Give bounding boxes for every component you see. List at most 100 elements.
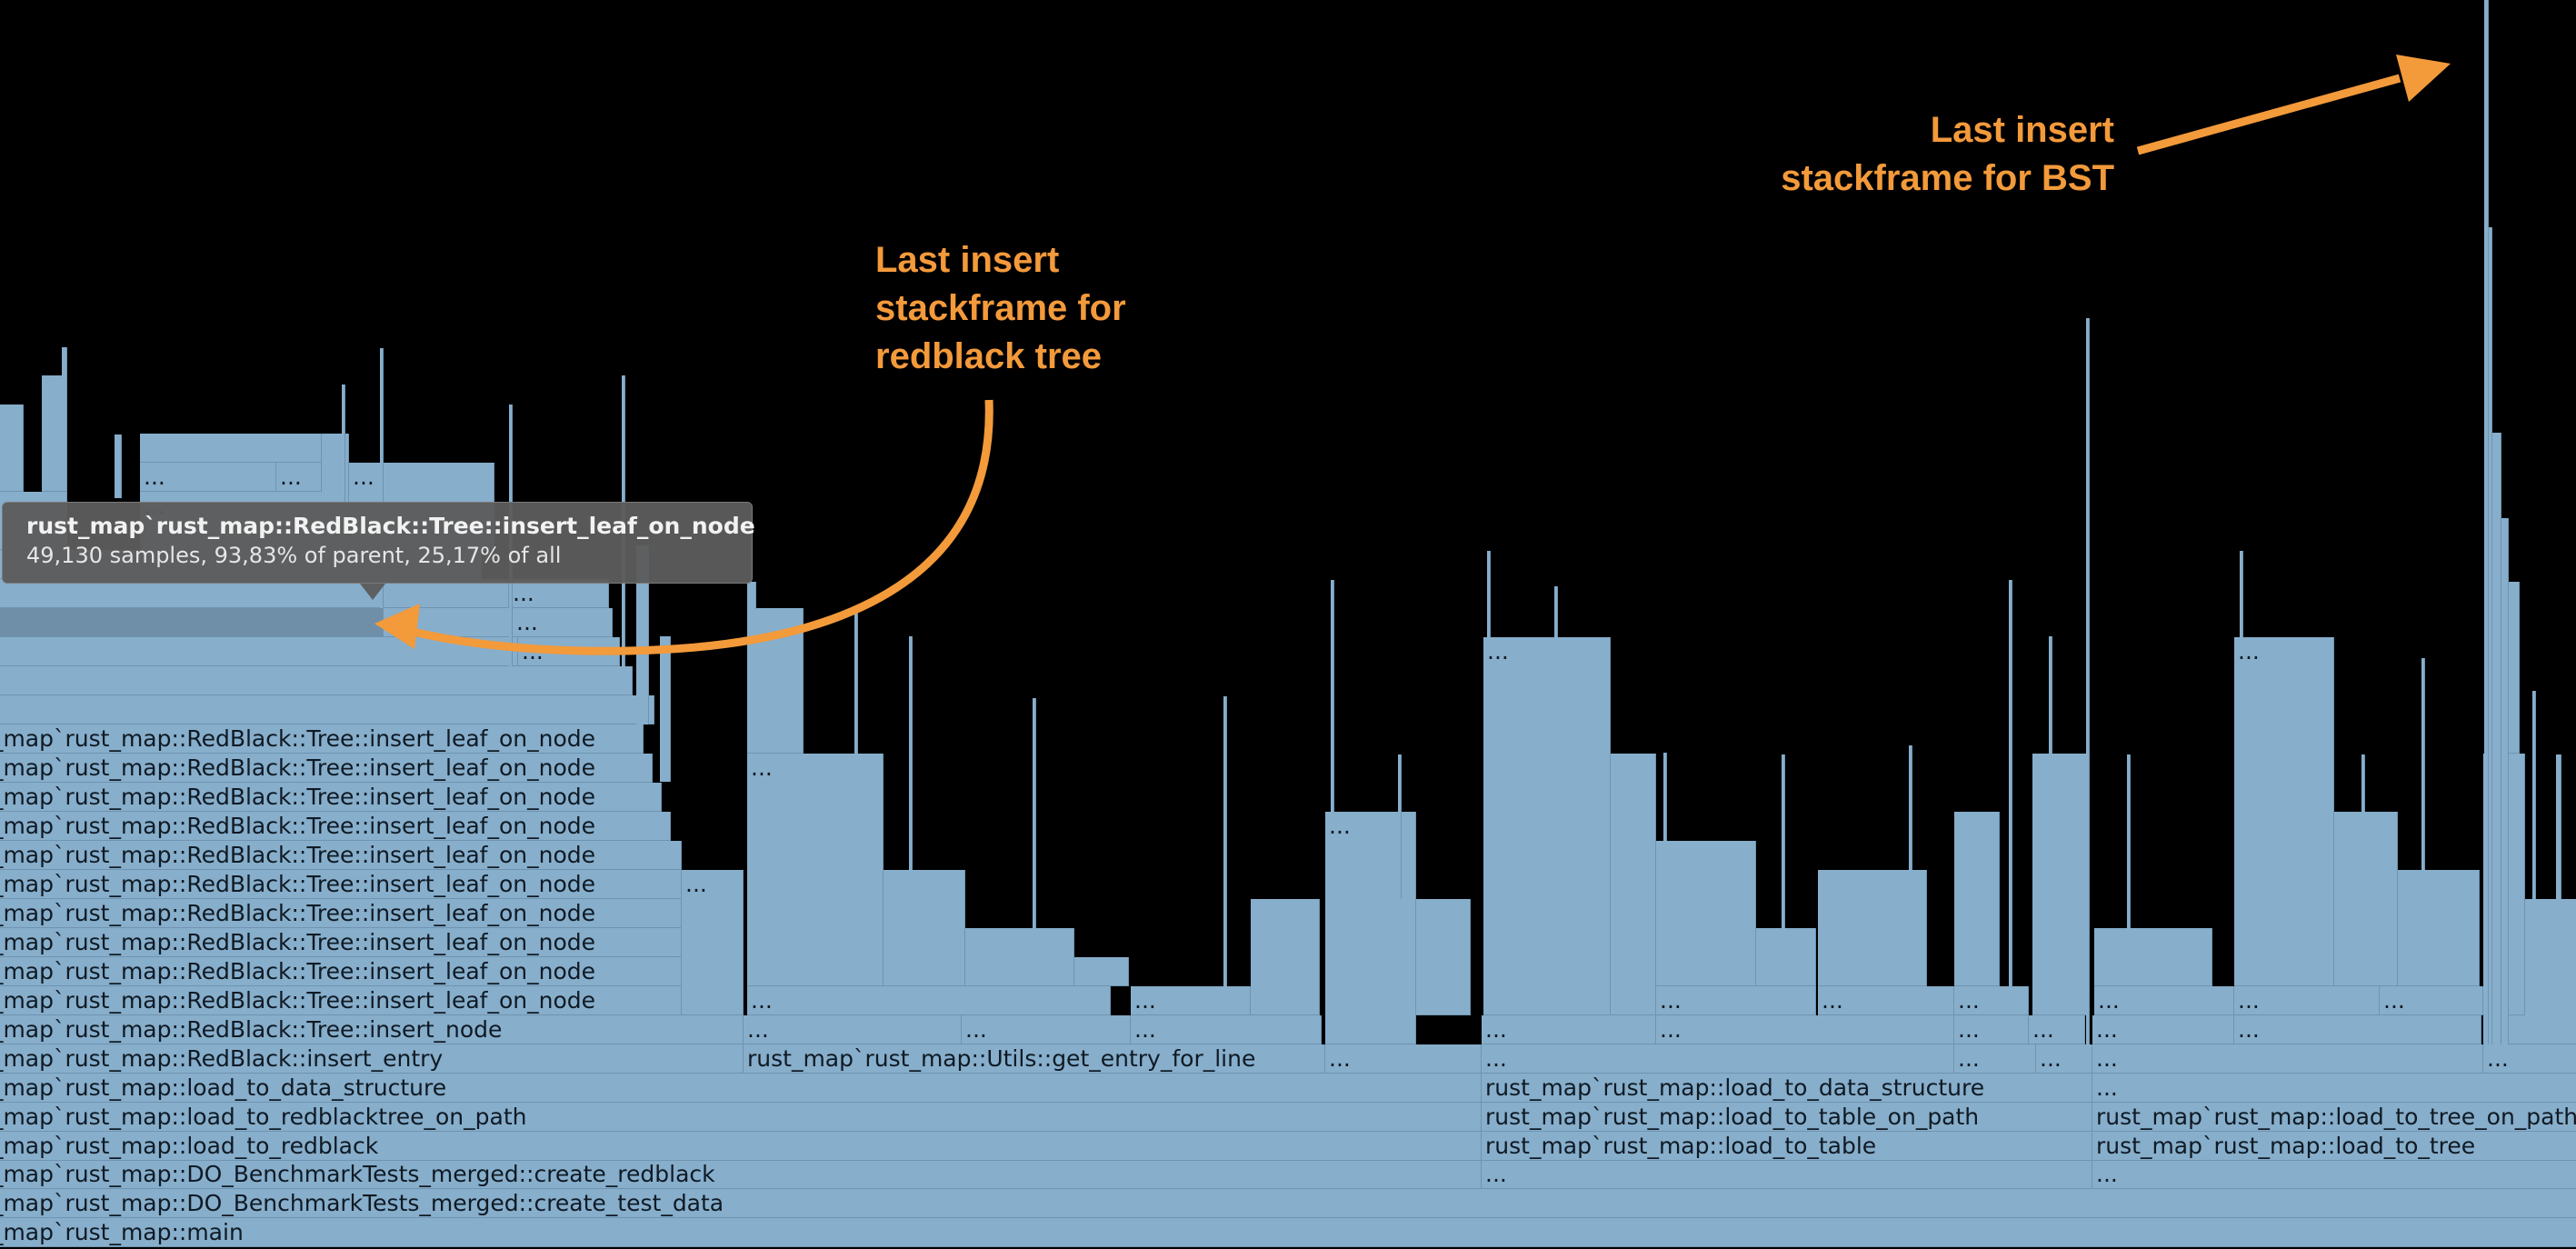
frame-table-body-8[interactable]: ... [1954, 986, 2029, 1015]
frame-rb-misc-body-2[interactable] [1416, 899, 1471, 1015]
frame-rb-leaf-9[interactable]: rust_map`rust_map::RedBlack::Tree::inser… [0, 754, 653, 783]
frame-get-entry-for-line[interactable]: rust_map`rust_map::Utils::get_entry_for_… [744, 1044, 1325, 1074]
frame-tree-node-b[interactable]: ... [2234, 1015, 2481, 1044]
frame-gefl-body-4[interactable] [884, 870, 965, 986]
frame-gefl-a[interactable]: ... [744, 1015, 962, 1044]
frame-tree-node-a[interactable]: ... [2092, 1015, 2234, 1044]
frame-table-node-a[interactable]: ... [1482, 1015, 1656, 1044]
frame-rb-leaf-1[interactable]: rust_map`rust_map::RedBlack::Tree::inser… [0, 986, 682, 1015]
spike-table-a[interactable] [1487, 551, 1491, 637]
frame-rb-leaf-6[interactable]: rust_map`rust_map::RedBlack::Tree::inser… [0, 841, 682, 870]
spike-tree-f[interactable] [2556, 754, 2561, 899]
frame-gefl-body-3[interactable] [747, 608, 804, 754]
frame-tree-entry-b[interactable]: ... [2483, 1044, 2576, 1074]
frame-create-test-data[interactable]: rust_map`rust_map::DO_BenchmarkTests_mer… [0, 1189, 2576, 1218]
frame-table-entry-c[interactable]: ... [2036, 1044, 2092, 1074]
spike-tree-e[interactable] [2532, 691, 2536, 899]
frame-create-redblack[interactable]: rust_map`rust_map::DO_BenchmarkTests_mer… [0, 1160, 1482, 1189]
frame-rb-leaf-10[interactable]: rust_map`rust_map::RedBlack::Tree::inser… [0, 724, 644, 754]
frame-rb-insert-node[interactable]: rust_map`rust_map::RedBlack::Tree::inser… [0, 1015, 744, 1044]
spike-gefl-f[interactable] [1331, 580, 1334, 812]
frame-rb-upper-2[interactable] [0, 666, 633, 695]
frame-gefl-body-6[interactable] [1074, 957, 1129, 986]
frame-create-tree-collapsed[interactable]: ... [2092, 1160, 2576, 1189]
frame-gefl-body-5[interactable] [965, 928, 1074, 986]
frame-load-to-redblack[interactable]: rust_map`rust_map::load_to_redblack [0, 1132, 1482, 1161]
spike-bst-tall[interactable] [2484, 0, 2489, 1044]
spike-table-d[interactable] [1782, 754, 1785, 928]
spike-rb-h[interactable] [660, 636, 671, 782]
frame-table-body-3[interactable]: ... [1656, 986, 1816, 1015]
frame-gefl-c[interactable]: ... [1131, 1015, 1322, 1044]
frame-table-body-6[interactable]: ... [1818, 986, 1954, 1015]
frame-rb-misc[interactable]: ... [1325, 1044, 1482, 1074]
spike-gefl-a[interactable] [747, 582, 756, 609]
frame-gefl-body[interactable]: ... [747, 986, 1111, 1015]
frame-tree-entry[interactable]: ... [2092, 1044, 2483, 1074]
frame-rb-upper-3b[interactable]: ... [518, 637, 620, 666]
frame-load-to-data-structure-rb[interactable]: rust_map`rust_map::load_to_data_structur… [0, 1074, 1482, 1103]
spike-tree-b[interactable] [2240, 551, 2243, 637]
spike-table-e[interactable] [1909, 745, 1912, 870]
spike-table-b[interactable] [1554, 586, 1558, 637]
frame-table-node-b[interactable]: ... [1656, 1015, 1954, 1044]
frame-table-body-2[interactable] [1611, 754, 1656, 1015]
spike-bst-3[interactable] [2492, 433, 2501, 1044]
spike-table-c[interactable] [1663, 753, 1667, 841]
spike-gefl-c[interactable] [909, 636, 913, 870]
frame-load-to-redblacktree-on-path[interactable]: rust_map`rust_map::load_to_redblacktree_… [0, 1103, 1482, 1132]
spike-rb-d[interactable] [342, 385, 345, 521]
frame-table-entry[interactable]: ... [1482, 1044, 1954, 1074]
frame-rb-upper-4b[interactable] [384, 608, 513, 637]
frame-rb-leaf-5[interactable]: rust_map`rust_map::RedBlack::Tree::inser… [0, 870, 682, 899]
spike-gefl-d[interactable] [1033, 698, 1036, 928]
frame-rb-insert-entry[interactable]: rust_map`rust_map::RedBlack::insert_entr… [0, 1044, 744, 1074]
spike-gefl-b[interactable] [854, 611, 858, 754]
spike-tree-d[interactable] [2421, 658, 2425, 870]
frame-rb-upper-7b[interactable]: ... [140, 463, 276, 492]
frame-rb-upper-7c[interactable]: ... [276, 463, 322, 492]
frame-rb-hovered[interactable] [0, 608, 384, 637]
spike-tree-a[interactable] [2127, 754, 2131, 928]
frame-tree-body-8[interactable] [2525, 899, 2576, 1044]
spike-table-g[interactable] [2049, 636, 2052, 754]
frame-rb-leaf-2[interactable]: rust_map`rust_map::RedBlack::Tree::inser… [0, 957, 682, 986]
frame-table-entry-b[interactable]: ... [1954, 1044, 2036, 1074]
spike-table-f[interactable] [2009, 580, 2012, 986]
frame-tree-body-3[interactable]: ... [2380, 986, 2483, 1015]
frame-tree-body-2[interactable]: ... [2234, 986, 2380, 1015]
frame-main[interactable]: rust_map`rust_map::main [0, 1218, 2576, 1247]
spike-gefl-g[interactable] [1398, 754, 1402, 899]
frame-tree-body-5[interactable] [2334, 812, 2398, 986]
spike-table-tall[interactable] [2086, 318, 2090, 1044]
frame-table-body-9[interactable] [1954, 812, 2000, 986]
frame-rb-leaf-4[interactable]: rust_map`rust_map::RedBlack::Tree::inser… [0, 899, 682, 928]
frame-rb-upper-8[interactable] [140, 434, 322, 463]
frame-rb-leaf-8[interactable]: rust_map`rust_map::RedBlack::Tree::inser… [0, 783, 662, 812]
spike-tree-c[interactable] [2361, 754, 2365, 812]
frame-table-body-7[interactable] [1818, 870, 1927, 986]
frame-rb-leaf-7[interactable]: rust_map`rust_map::RedBlack::Tree::inser… [0, 812, 671, 841]
frame-gefl-body-2[interactable]: ... [747, 754, 884, 986]
frame-gefl-body-8[interactable] [1251, 899, 1320, 1015]
frame-rb-right-a[interactable]: ... [682, 870, 744, 1015]
frame-rb-misc-body[interactable]: ... [1325, 812, 1416, 1044]
frame-rb-upper-9[interactable] [0, 405, 24, 492]
frame-table-body-1[interactable]: ... [1483, 637, 1611, 1015]
spike-rb-a[interactable] [380, 348, 384, 608]
frame-load-to-tree-on-path[interactable]: rust_map`rust_map::load_to_tree_on_path [2092, 1103, 2576, 1132]
frame-table-body-10[interactable] [2032, 754, 2087, 1015]
frame-tree-body-9[interactable] [2094, 928, 2212, 986]
frame-rb-upper-4c[interactable]: ... [513, 608, 613, 637]
frame-load-to-tree[interactable]: rust_map`rust_map::load_to_tree [2092, 1132, 2576, 1161]
frame-rb-leaf-3[interactable]: rust_map`rust_map::RedBlack::Tree::inser… [0, 928, 682, 957]
spike-bst-4[interactable] [2501, 518, 2509, 1044]
frame-load-to-data-structure-tree[interactable]: ... [2092, 1074, 2576, 1103]
frame-table-body-5[interactable] [1756, 928, 1816, 986]
frame-create-table-collapsed[interactable]: ... [1482, 1160, 2092, 1189]
spike-gefl-e[interactable] [1223, 696, 1227, 986]
spike-bst-2[interactable] [2489, 227, 2492, 1044]
frame-load-to-table-on-path[interactable]: rust_map`rust_map::load_to_table_on_path [1482, 1103, 2092, 1132]
spike-rb-e[interactable] [62, 347, 67, 402]
frame-gefl-b[interactable]: ... [962, 1015, 1131, 1044]
